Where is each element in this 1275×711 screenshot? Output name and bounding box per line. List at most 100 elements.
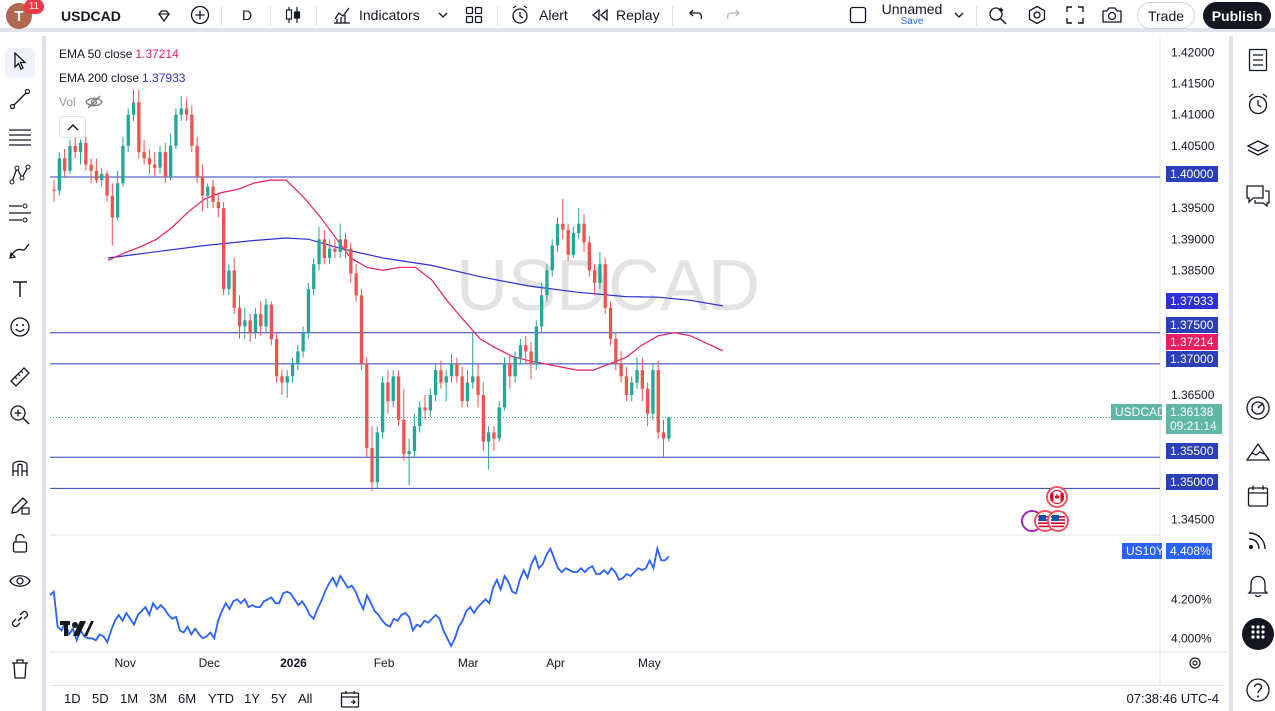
trade-button[interactable]: Trade [1137, 2, 1195, 29]
technicals-button[interactable] [1242, 394, 1274, 426]
screener-button[interactable] [988, 0, 1008, 30]
candle [402, 388, 406, 461]
apps-menu-button[interactable] [1242, 618, 1274, 650]
clock-timezone[interactable]: 07:38:46 UTC-4 [1126, 691, 1220, 706]
candle [646, 382, 650, 427]
us-event-group-icon[interactable] [1021, 510, 1069, 532]
chevron-down-icon[interactable] [438, 12, 448, 18]
undo-button[interactable] [688, 0, 704, 30]
candle-body [116, 183, 120, 218]
fullscreen-icon [1066, 6, 1084, 24]
layout-name-button[interactable]: Unnamed Save [874, 2, 950, 27]
notifications-button[interactable] [1242, 572, 1274, 604]
templates-button[interactable] [464, 0, 484, 30]
time-tick-label: Nov [115, 656, 136, 670]
interval-button[interactable]: D [242, 0, 252, 30]
alert-button[interactable]: Alert [510, 0, 568, 30]
axis-settings-icon[interactable] [1188, 656, 1202, 675]
range-1d-button[interactable]: 1D [64, 691, 81, 706]
tradingview-logo[interactable] [60, 620, 94, 643]
range-1y-button[interactable]: 1Y [244, 691, 260, 706]
layout-checkbox-button[interactable] [848, 0, 868, 30]
candle-body [222, 208, 226, 290]
price-tick-label: 1.42000 [1171, 45, 1215, 59]
price-chart[interactable]: USDCAD 1.42000 1.41500 1.41000 1.40500 1.395… [0, 0, 1229, 685]
canada-event-icon[interactable] [1046, 486, 1068, 508]
candle [328, 239, 332, 265]
candle-body [68, 145, 72, 171]
candle [381, 376, 385, 439]
snapshot-button[interactable] [1101, 0, 1123, 30]
candle [264, 298, 268, 333]
alerts-panel-button[interactable] [1242, 90, 1274, 122]
drawing-mode-tool[interactable] [5, 492, 35, 522]
range-ytd-button[interactable]: YTD [208, 691, 234, 706]
candle-body [216, 201, 220, 209]
range-5y-button[interactable]: 5Y [271, 691, 287, 706]
time-tick-label: Feb [374, 656, 395, 670]
add-symbol-button[interactable] [190, 0, 210, 30]
candle [386, 370, 390, 414]
date-range-calendar-icon[interactable] [340, 689, 360, 711]
chart-type-button[interactable] [284, 0, 302, 30]
object-tree-button[interactable] [1242, 136, 1274, 168]
compare-diamond-icon[interactable] [156, 8, 172, 27]
candle [211, 180, 215, 209]
cursor-tool[interactable] [5, 48, 35, 78]
candle-body [455, 363, 459, 377]
text-tool[interactable] [5, 276, 35, 306]
candle [540, 282, 544, 333]
range-5d-button[interactable]: 5D [92, 691, 109, 706]
indicators-button[interactable]: Indicators [332, 0, 448, 30]
calendar-button[interactable] [1242, 482, 1274, 514]
trend-line-tool[interactable] [5, 86, 35, 116]
volume-legend[interactable]: Vol [59, 95, 103, 109]
publish-button[interactable]: Publish [1203, 2, 1271, 29]
candle [169, 133, 173, 181]
range-6m-button[interactable]: 6M [178, 691, 197, 706]
chart-settings-button[interactable] [1027, 0, 1047, 30]
hide-drawings-tool[interactable] [5, 568, 35, 598]
zoom-tool[interactable] [5, 402, 35, 432]
current-price-value: 1.36138 [1170, 405, 1214, 419]
horizontal-lines-tool[interactable] [5, 124, 35, 154]
ema200-legend[interactable]: EMA 200 close 1.37933 [59, 71, 185, 85]
ruler-tool[interactable] [5, 364, 35, 394]
pattern-tool[interactable] [5, 162, 35, 192]
eye-hidden-icon[interactable] [84, 95, 103, 109]
ideas-button[interactable] [1242, 438, 1274, 470]
range-all-button[interactable]: All [298, 691, 313, 706]
forecast-tool[interactable] [5, 200, 35, 230]
user-avatar[interactable]: T [6, 3, 32, 29]
link-tool[interactable] [5, 606, 35, 636]
redo-button[interactable] [725, 0, 741, 30]
symbol-search-button[interactable]: USDCAD [52, 3, 178, 29]
candle [110, 183, 114, 246]
brush-tool[interactable] [5, 238, 35, 268]
layout-menu-button[interactable] [954, 0, 964, 30]
emoji-tool[interactable] [5, 314, 35, 344]
watchlist-button[interactable] [1242, 46, 1274, 78]
fullscreen-button[interactable] [1066, 0, 1084, 30]
candle-body [126, 114, 130, 146]
remove-drawings-tool[interactable] [5, 656, 35, 686]
collapse-legend-button[interactable] [59, 116, 86, 138]
range-1m-button[interactable]: 1M [120, 691, 139, 706]
candle-body [200, 177, 205, 196]
replay-label: Replay [616, 7, 660, 23]
help-button[interactable] [1242, 676, 1274, 708]
lock-drawings-tool[interactable] [5, 530, 35, 560]
candle-body [545, 270, 549, 296]
news-stream-button[interactable] [1242, 526, 1274, 558]
redo-icon [725, 8, 741, 22]
replay-button[interactable]: Replay [591, 0, 660, 30]
ema50-legend[interactable]: EMA 50 close 1.37214 [59, 47, 179, 61]
magnet-tool[interactable] [5, 454, 35, 484]
candle-body [365, 363, 369, 448]
candle-body [640, 370, 644, 389]
candle-body [667, 417, 671, 439]
range-3m-button[interactable]: 3M [149, 691, 168, 706]
candle-body [110, 195, 114, 218]
candle-body [73, 145, 77, 153]
chats-button[interactable] [1242, 182, 1274, 214]
